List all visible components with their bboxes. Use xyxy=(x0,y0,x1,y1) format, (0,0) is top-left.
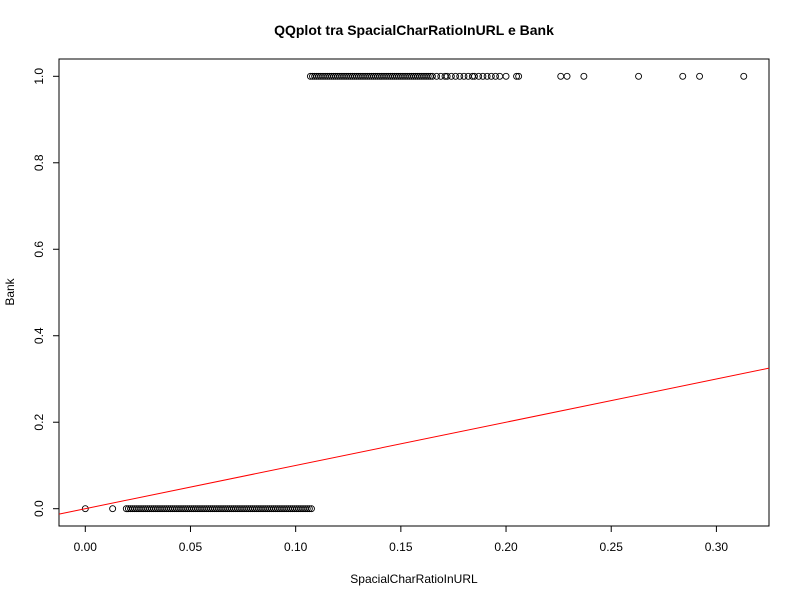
data-point xyxy=(563,72,571,80)
data-point xyxy=(635,72,643,80)
y-tick-label: 1.0 xyxy=(32,68,46,85)
data-point xyxy=(487,72,495,80)
x-tick-label: 0.10 xyxy=(284,540,308,554)
data-point xyxy=(433,72,441,80)
x-tick-label: 0.20 xyxy=(494,540,518,554)
x-axis: 0.00 0.05 0.10 0.15 0.20 0.25 0.30 xyxy=(74,526,729,554)
data-point xyxy=(475,72,483,80)
y-axis: 0.0 0.2 0.4 0.6 0.8 1.0 xyxy=(32,68,59,517)
data-point xyxy=(456,72,464,80)
x-tick-label: 0.30 xyxy=(705,540,729,554)
data-point xyxy=(502,72,510,80)
data-point xyxy=(443,72,451,80)
data-point xyxy=(471,72,478,80)
y-tick-label: 0.6 xyxy=(32,241,46,258)
data-point xyxy=(515,72,523,80)
data-point xyxy=(109,505,117,513)
data-point xyxy=(696,72,704,80)
x-tick-label: 0.25 xyxy=(600,540,624,554)
data-point xyxy=(479,72,487,80)
x-tick-label: 0.00 xyxy=(74,540,98,554)
scatter-points xyxy=(81,72,748,513)
data-point xyxy=(303,505,311,513)
y-tick-label: 0.4 xyxy=(32,327,46,344)
data-point xyxy=(81,505,89,513)
chart-title: QQplot tra SpacialCharRatioInURL e Bank xyxy=(274,22,554,38)
x-tick-label: 0.15 xyxy=(389,540,413,554)
y-axis-label: Bank xyxy=(3,277,17,305)
data-point xyxy=(447,72,455,80)
data-point xyxy=(460,72,468,80)
data-point xyxy=(557,72,565,80)
data-point xyxy=(740,72,748,80)
data-point xyxy=(452,72,459,80)
data-point xyxy=(307,505,315,513)
y-tick-label: 0.8 xyxy=(32,154,46,171)
x-tick-label: 0.05 xyxy=(179,540,203,554)
data-point xyxy=(424,72,432,80)
y-tick-label: 0.2 xyxy=(32,414,46,431)
plot-frame xyxy=(58,58,770,527)
data-point xyxy=(305,505,313,513)
reference-line xyxy=(58,367,770,515)
data-point xyxy=(580,72,588,80)
data-point xyxy=(513,72,521,80)
data-point xyxy=(679,72,687,80)
data-point xyxy=(428,72,436,80)
data-point xyxy=(492,72,499,80)
x-axis-label: SpacialCharRatioInURL xyxy=(350,572,478,586)
data-point xyxy=(496,72,504,80)
reference-line-group xyxy=(58,367,770,515)
y-tick-label: 0.0 xyxy=(32,500,46,517)
data-point xyxy=(483,72,491,80)
